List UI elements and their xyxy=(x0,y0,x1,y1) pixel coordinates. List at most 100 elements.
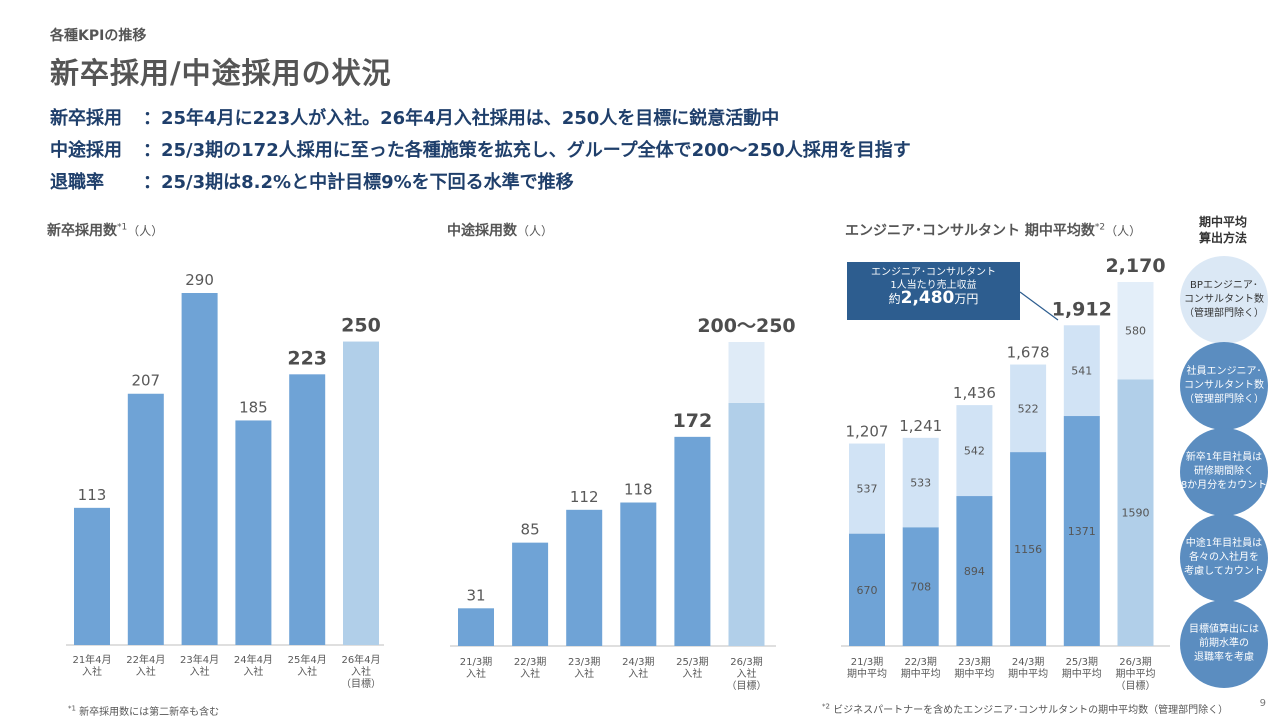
method-title: 期中平均 算出方法 xyxy=(1198,215,1247,245)
category-label: 入社 xyxy=(297,665,317,678)
summary-label: 新卒採用 xyxy=(50,108,122,129)
category-label: 入社 xyxy=(520,667,540,680)
page-title: 新卒採用/中途採用の状況 xyxy=(50,56,392,90)
category-label: 21/3期 xyxy=(851,656,883,668)
chart-title-mid-career: 中途採用数（人） xyxy=(447,220,553,240)
callout-connector xyxy=(1019,291,1059,321)
page-number: 9 xyxy=(1259,698,1266,709)
category-label: 25/3期 xyxy=(1066,656,1098,668)
category-label: 入社 xyxy=(682,667,702,680)
bar xyxy=(74,507,110,645)
category-label: 22/3期 xyxy=(514,656,546,668)
bar-segment-partners xyxy=(849,443,885,534)
segment-label: 542 xyxy=(964,445,985,458)
footnote-mark: *1 xyxy=(117,222,128,233)
summary-line-new-grad: 新卒採用 ：25年4月に223人が入社。26年4月入社採用は、250人を目標に鋭意… xyxy=(50,104,779,130)
data-label: 200～250 xyxy=(697,315,795,337)
method-circle-text: 目標値算出には 前期水準の 退職率を考慮 xyxy=(1189,624,1259,663)
chart-title-text: エンジニア･コンサルタント 期中平均数 xyxy=(845,223,1095,239)
bar-segment-employees xyxy=(902,527,939,646)
category-label: 入社 xyxy=(136,665,156,678)
segment-label: 1371 xyxy=(1068,525,1096,538)
summary-line-turnover: 退職率 ：25/3期は8.2%と中計目標9%を下回る水準で推移 xyxy=(50,168,574,194)
bar-segment-partners xyxy=(902,437,939,528)
method-circle-text: 社員エンジニア･ コンサルタント数 （管理部門除く） xyxy=(1184,366,1264,405)
category-label: 21/3期 xyxy=(460,656,492,668)
footnote-text: ビジネスパートナーを含めたエンジニア･コンサルタントの期中平均数（管理部門除く） xyxy=(833,705,1229,716)
category-label: 入社 xyxy=(351,665,371,678)
category-label: 26年4月 xyxy=(341,653,380,666)
data-label: 118 xyxy=(624,481,653,499)
chart-title-text: 中途採用数 xyxy=(447,223,517,239)
category-label: 期中平均 xyxy=(1008,667,1048,680)
data-label: 112 xyxy=(570,488,599,506)
category-label: 26/3期 xyxy=(1119,656,1151,668)
bar xyxy=(343,341,379,645)
chart-title-engineers: エンジニア･コンサルタント 期中平均数*2（人） xyxy=(845,220,1141,240)
category-label: 22年4月 xyxy=(126,653,165,666)
category-label: 23/3期 xyxy=(958,656,990,668)
bar-segment-employees xyxy=(1010,452,1047,646)
method-circle-bp: BPエンジニア･ コンサルタント数 （管理部門除く） xyxy=(1180,256,1268,344)
segment-label: 537 xyxy=(857,483,878,496)
data-label: 290 xyxy=(185,271,214,289)
category-label: 24/3期 xyxy=(622,656,654,668)
footnote-mark: *2 xyxy=(822,702,830,711)
category-label: 期中平均 xyxy=(847,667,887,680)
segment-label: 541 xyxy=(1071,365,1092,378)
footnote-mark: *1 xyxy=(68,704,76,713)
data-label: 113 xyxy=(78,486,107,504)
footnote-1: *1 新卒採用数には第二新卒も含む xyxy=(68,703,219,718)
bar-target-min xyxy=(728,402,765,646)
category-label: 21年4月 xyxy=(72,653,111,666)
bar-segment-partners xyxy=(956,405,993,497)
bar xyxy=(620,502,657,646)
chart-title-text: 新卒採用数 xyxy=(47,223,117,239)
bar-segment-employees xyxy=(1117,379,1154,646)
category-label: 24年4月 xyxy=(234,653,273,666)
callout-prefix: 約 xyxy=(888,292,901,306)
summary-text: ：25年4月に223人が入社。26年4月入社採用は、250人を目標に鋭意活動中 xyxy=(143,108,780,129)
method-circle-new-grad: 新卒1年目社員は 研修期間除く 8か月分をカウント xyxy=(1180,428,1268,516)
unit-label: （人） xyxy=(127,224,164,238)
total-label: 1,678 xyxy=(1007,344,1050,362)
bar-target-range xyxy=(728,342,765,403)
bar-segment-partners xyxy=(1117,282,1154,380)
segment-label: 533 xyxy=(910,477,931,490)
bar xyxy=(181,293,218,645)
category-label: （目標） xyxy=(341,677,381,690)
segment-label: 894 xyxy=(964,565,985,578)
segment-label: 1156 xyxy=(1014,543,1042,556)
summary-text: ：25/3期の172人採用に至った各種施策を拡充し、グループ全体で200～250… xyxy=(143,140,911,161)
category-label: 25年4月 xyxy=(288,653,327,666)
category-label: 26/3期 xyxy=(730,656,762,668)
segment-label: 670 xyxy=(857,584,878,597)
callout-value: 2,480 xyxy=(900,288,955,308)
bar-segment-employees xyxy=(956,496,993,646)
category-label: 23年4月 xyxy=(180,653,219,666)
callout-value-line: 約2,480万円 xyxy=(847,290,1020,307)
category-label: （目標） xyxy=(727,679,767,692)
segment-label: 522 xyxy=(1018,402,1039,415)
bar xyxy=(458,608,494,646)
unit-label: （人） xyxy=(517,224,554,238)
footnote-2: *2 ビジネスパートナーを含めたエンジニア･コンサルタントの期中平均数（管理部門… xyxy=(822,701,1228,716)
category-label: 入社 xyxy=(190,665,210,678)
total-label: 1,241 xyxy=(899,417,942,435)
category-label: 入社 xyxy=(628,667,648,680)
bar xyxy=(127,393,164,645)
method-circle-employees: 社員エンジニア･ コンサルタント数 （管理部門除く） xyxy=(1180,342,1268,430)
unit-label: （人） xyxy=(1105,224,1142,238)
segment-label: 1590 xyxy=(1122,507,1150,520)
callout-line2: 1人当たり売上収益 xyxy=(890,280,977,291)
bar xyxy=(512,542,549,646)
chart-title-new-grad: 新卒採用数*1（人） xyxy=(47,220,163,240)
category-label: 入社 xyxy=(466,667,486,680)
bar-segment-partners xyxy=(1063,325,1100,417)
category-label: （目標） xyxy=(1116,679,1156,692)
category-label: 24/3期 xyxy=(1012,656,1044,668)
category-label: 入社 xyxy=(82,665,102,678)
method-circle-text: BPエンジニア･ コンサルタント数 （管理部門除く） xyxy=(1184,280,1264,319)
bar-segment-employees xyxy=(1063,416,1100,646)
